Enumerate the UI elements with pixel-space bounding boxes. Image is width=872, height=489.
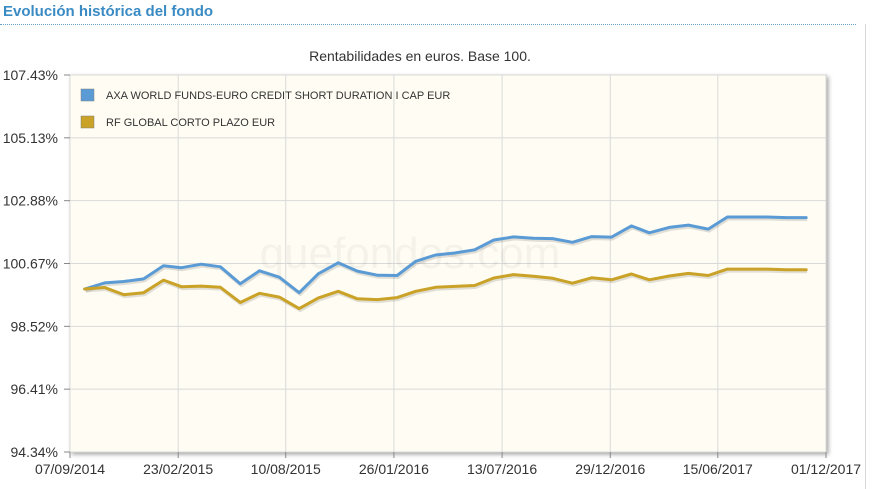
y-tick-label: 102.88% [3,193,58,209]
y-tick-label: 94.34% [11,444,58,460]
right-divider [865,24,866,489]
series-group [83,215,808,313]
x-tick-label: 10/08/2015 [251,461,321,477]
series-line-shadow [85,217,808,297]
x-axis: 07/09/2014 23/02/2015 10/08/2015 26/01/2016… [35,452,861,477]
x-tick-label: 29/12/2016 [575,461,645,477]
series-line-1 [83,215,808,295]
y-tick-label: 96.41% [11,381,58,397]
legend-swatch [80,88,95,102]
legend-swatch [80,115,95,129]
y-tick-label: 100.67% [3,256,58,272]
x-tick-label: 07/09/2014 [35,461,105,477]
chart-title: Rentabilidades en euros. Base 100. [309,48,531,64]
y-tick-label: 107.43% [3,67,58,83]
legend: AXA WORLD FUNDS-EURO CREDIT SHORT DURATI… [80,88,450,129]
legend-label: AXA WORLD FUNDS-EURO CREDIT SHORT DURATI… [106,90,450,102]
x-tick-label: 13/07/2016 [467,461,537,477]
legend-label: RF GLOBAL CORTO PLAZO EUR [106,117,275,129]
section-title: Evolución histórica del fondo [3,3,214,20]
x-tick-label: 15/06/2017 [683,461,753,477]
y-tick-label: 98.52% [11,318,58,334]
x-tick-label: 23/02/2015 [143,461,213,477]
series-line-2 [83,267,808,311]
x-tick-label: 01/12/2017 [791,461,861,477]
y-axis: 107.43% 105.13% 102.88% 100.67% 98.52% 96.41%… [3,67,70,460]
y-tick-label: 105.13% [3,130,58,146]
x-tick-label: 26/01/2016 [359,461,429,477]
series-line-shadow [85,269,808,313]
section-header: Evolución histórica del fondo [0,0,856,25]
